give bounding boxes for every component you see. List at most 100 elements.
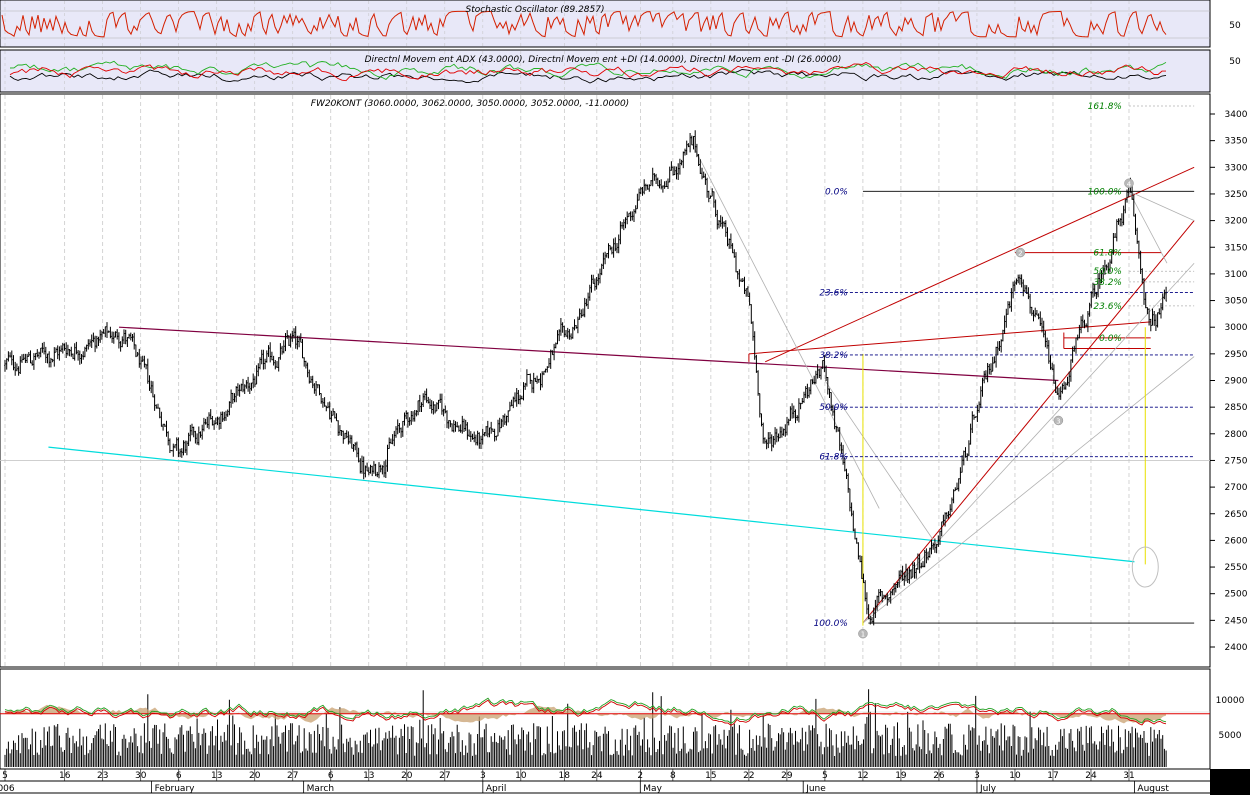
stochastic-panel: Stochastic Oscillator (89.2857) 50 [0,0,1241,48]
fib-left-label: 50.0% [819,403,848,413]
fib-right-label: 0.0% [1099,334,1122,344]
volume-y-tick: 5000 [1219,731,1242,741]
minus-di-line [9,61,1166,82]
price-y-tick-label: 2900 [1225,377,1248,387]
price-y-tick-label: 3300 [1225,163,1248,173]
fib-left-label: 23.6% [819,289,848,299]
wave-marker [1015,247,1026,258]
purple-trendline [118,326,1059,382]
fibonacci-labels: 0.0%23.6%38.2%50.0%61.8%100.0%161.8%100.… [814,102,1122,629]
price-y-tick-label: 3350 [1225,137,1248,147]
cyan-trendline [48,446,1135,563]
price-y-tick-label: 2750 [1225,456,1248,466]
grey-fan-line [862,356,1195,624]
fib-right-label: 23.6% [1093,302,1122,312]
wave-label: 2 [1018,250,1022,258]
x-day-label: 24 [591,771,603,781]
x-day-label: 31 [1123,771,1134,781]
price-y-tick-label: 3050 [1225,297,1248,307]
dmi-grid [4,51,1130,91]
stochastic-line [1,10,1167,38]
wave-marker [1053,415,1064,426]
price-grid [0,95,1210,666]
x-day-label: 10 [1009,771,1021,781]
x-day-label: 3 [480,771,486,781]
x-day-label: 15 [705,771,716,781]
x-day-label: 5 [2,771,8,781]
price-y-tick-label: 2650 [1225,510,1248,520]
x-month-label: June [805,784,826,794]
x-day-label: 3 [974,771,980,781]
price-title: FW20KONT (3060.0000, 3062.0000, 3050.000… [311,99,629,109]
price-y-tick-label: 2550 [1225,563,1248,573]
price-y-tick-label: 2950 [1225,350,1248,360]
grey-fan-line [1128,190,1195,221]
volume-y-tick: 10000 [1216,696,1245,706]
fib-left-label: 100.0% [814,619,848,629]
x-month-label: March [307,784,334,794]
x-day-label: 18 [559,771,571,781]
x-day-label: 6 [176,771,182,781]
price-bars [4,130,1167,626]
wave-label: 1 [861,631,865,639]
volume-ma-green [4,697,1167,724]
x-month-label: April [486,784,507,794]
red-horizontal-line [748,321,1151,355]
grey-fan-line [694,148,880,509]
price-y-tick-label: 3400 [1225,110,1248,120]
x-month-label: May [643,784,662,794]
price-y-tick-label: 2450 [1225,616,1248,626]
dmi-panel: Directnl Movem ent ADX (43.0000), Direct… [0,49,1241,93]
red-channel-upper [764,166,1195,363]
price-y-tick-label: 2700 [1225,483,1248,493]
x-day-label: 30 [135,771,147,781]
x-day-label: 5 [822,771,828,781]
x-day-label: 13 [363,771,374,781]
fib-right-label: 61.8% [1093,249,1122,259]
price-y-tick-label: 2850 [1225,403,1248,413]
target-ellipse [1131,546,1159,588]
x-day-label: 23 [97,771,108,781]
price-y-tick-label: 2600 [1225,536,1248,546]
x-axis: 5 16 23 30 6 13 20 27 6 13 20 27 3 10 18 24 2 8 15 22 29 5 12 1… [0,769,1210,794]
fib-right-label: 38.2% [1093,278,1122,288]
x-day-label: 20 [401,771,413,781]
x-month-label: August [1137,784,1169,794]
price-y-tick-label: 2400 [1225,643,1248,653]
price-y-tick-label: 2800 [1225,430,1248,440]
x-month-label: February [155,784,196,794]
stochastic-y-tick: 50 [1229,21,1241,31]
x-day-label: 6 [328,771,334,781]
x-day-label: 17 [1047,771,1058,781]
x-axis-ticks: 5 16 23 30 6 13 20 27 6 13 20 27 3 10 18 24 2 8 15 22 29 5 12 1… [0,769,1169,794]
x-day-label: 26 [933,771,945,781]
x-day-label: 10 [515,771,527,781]
price-y-tick-label: 3150 [1225,243,1248,253]
x-day-label: 22 [743,771,754,781]
volume-ma-red [4,699,1167,726]
x-day-label: 12 [857,771,868,781]
price-y-tick-label: 3100 [1225,270,1248,280]
x-day-label: 2 [637,771,643,781]
dmi-title: Directnl Movem ent ADX (43.0000), Direct… [365,55,842,65]
fib-right-label: 161.8% [1088,102,1122,112]
x-day-label: 20 [249,771,261,781]
price-y-tick-label: 3200 [1225,217,1248,227]
price-panel: 3400 3350 3300 3250 3200 3150 3100 3050 3000 2950… [0,93,1248,668]
x-day-label: 16 [59,771,71,781]
dmi-y-tick: 50 [1229,57,1241,67]
stochastic-title: Stochastic Oscillator (89.2857) [465,5,604,15]
fib-left-label: 38.2% [819,351,848,361]
wave-marker [1124,178,1134,189]
x-day-label: 13 [211,771,222,781]
x-month-label: 2006 [0,784,15,794]
fib-left-label: 61.8% [819,453,848,463]
fib-right-label: 50.0% [1093,267,1122,277]
price-y-tick-label: 2500 [1225,590,1248,600]
x-day-label: 19 [895,771,907,781]
x-day-label: 27 [439,771,450,781]
wave-label: 3 [1056,417,1060,425]
x-month-label: July [979,784,997,794]
fib-left-label: 0.0% [825,187,848,197]
